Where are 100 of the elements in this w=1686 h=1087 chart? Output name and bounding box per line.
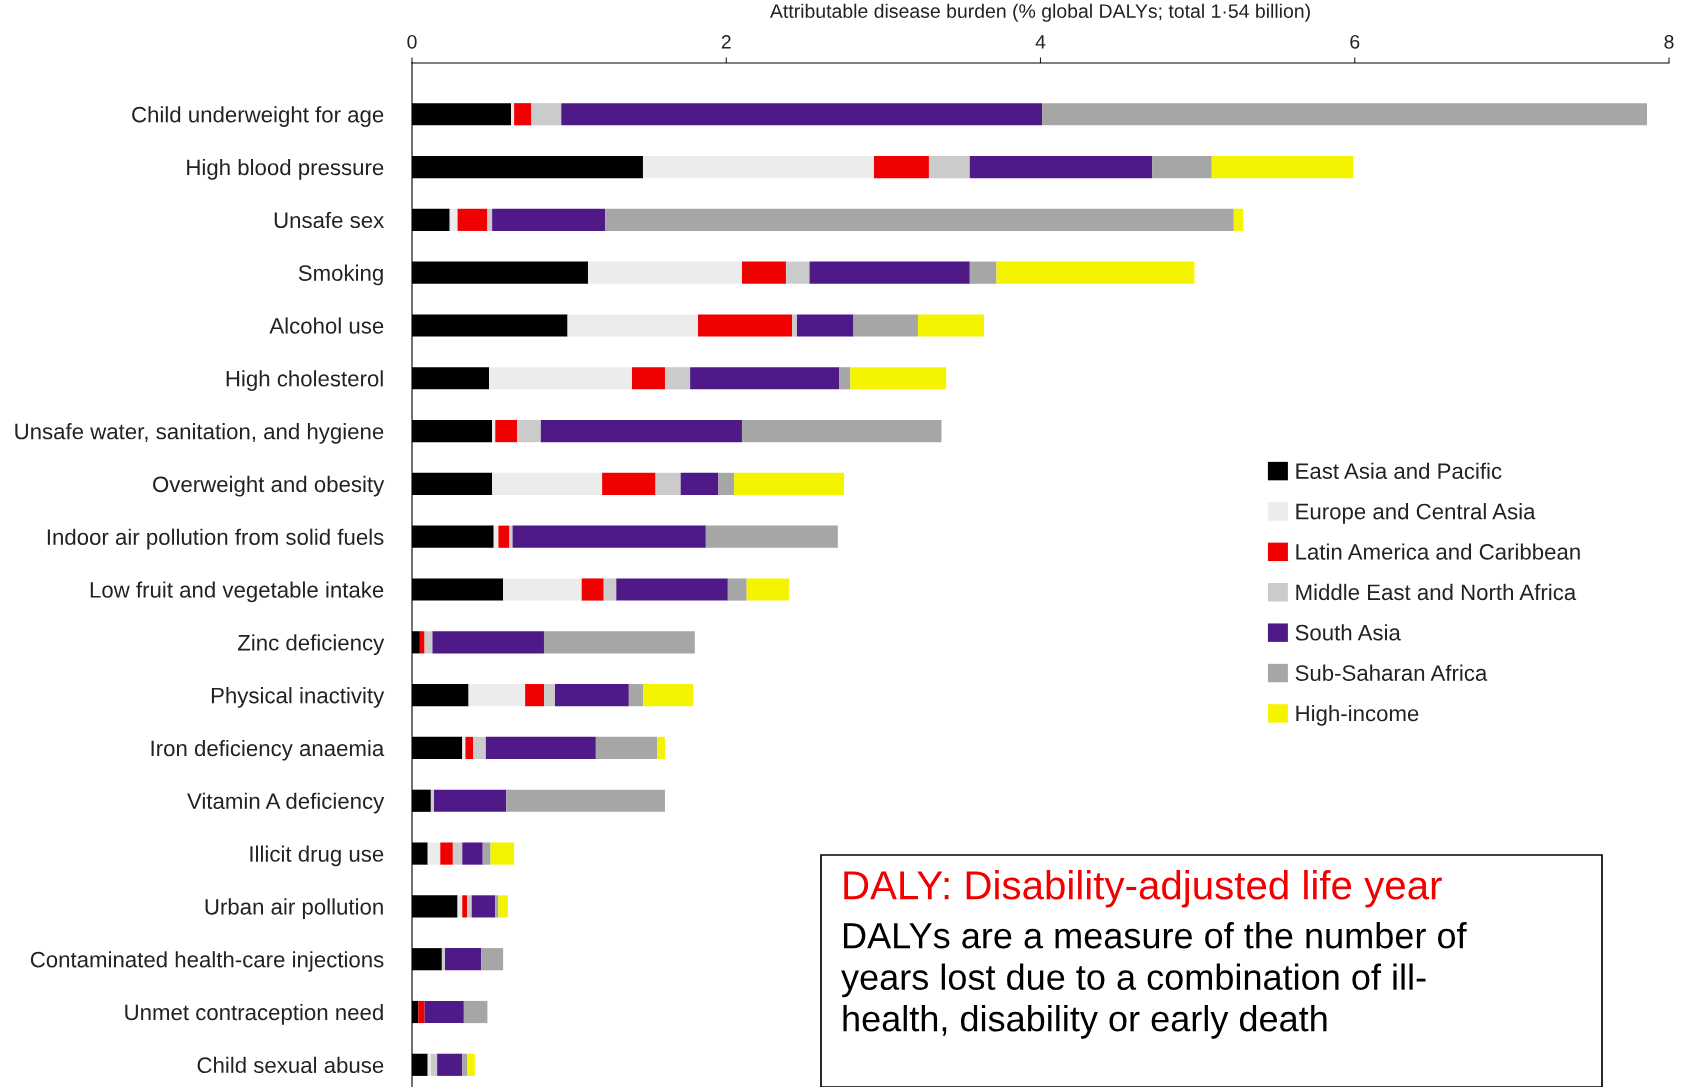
bar	[680, 472, 719, 495]
y-tick-label: Illicit drug use	[250, 845, 384, 867]
bar	[509, 525, 513, 548]
bar	[628, 684, 643, 707]
bar	[466, 1053, 475, 1076]
bar	[567, 314, 698, 337]
bar	[449, 208, 458, 231]
bar	[642, 155, 874, 179]
bar	[705, 525, 838, 548]
bar	[510, 103, 515, 126]
annotation: DALY: Disability-adjusted life year	[844, 870, 1442, 908]
y-tick-label: Smoking	[298, 264, 383, 286]
bar	[490, 842, 515, 865]
legend-label: Middle East and North Africa	[1296, 583, 1577, 601]
annotation: DALYs are a measure of the number of years lost due to a combination of ill- health, disability or early death	[841, 922, 1467, 1039]
bar	[792, 314, 797, 337]
bar	[485, 736, 596, 760]
bar	[741, 261, 786, 284]
bar	[839, 367, 851, 390]
bar	[465, 736, 474, 760]
bar	[462, 1053, 467, 1076]
y-tick-label: Unsafe water, sanitation, and hygiene	[15, 423, 384, 444]
bar	[655, 472, 681, 495]
x-tick-label: 0	[407, 34, 417, 49]
bar	[495, 895, 499, 918]
bar	[602, 472, 656, 495]
bar	[463, 1000, 488, 1024]
y-tick-label: Indoor air pollution from solid fuels	[47, 528, 384, 550]
legend-label: Sub-Saharan Africa	[1295, 664, 1488, 681]
y-tick-label: Child underweight for age	[132, 106, 384, 127]
bar	[746, 578, 790, 601]
bar	[445, 948, 482, 971]
bar	[462, 895, 467, 918]
bar	[718, 472, 735, 495]
bar	[473, 736, 486, 760]
bar	[492, 208, 606, 231]
legend-label: South Asia	[1295, 624, 1401, 641]
bar	[462, 842, 483, 865]
bar	[498, 525, 510, 548]
bar	[487, 208, 493, 231]
bar	[1233, 208, 1244, 231]
bar	[543, 631, 695, 654]
bar	[809, 261, 970, 284]
bar	[631, 367, 665, 390]
y-tick-label: Contaminated health-care injections	[30, 951, 384, 972]
bar	[595, 736, 658, 760]
bar	[495, 420, 518, 443]
bar	[434, 789, 507, 812]
y-tick-label: Overweight and obesity	[153, 475, 385, 497]
y-tick-label: High blood pressure	[187, 158, 384, 180]
bar	[690, 367, 840, 390]
legend-label: East Asia and Pacific	[1296, 462, 1502, 479]
bar	[418, 1000, 425, 1024]
x-tick-label: 8	[1664, 34, 1674, 49]
bar	[1042, 103, 1647, 126]
bar	[503, 578, 582, 601]
bar	[512, 525, 706, 548]
bar	[642, 684, 694, 707]
bar	[697, 314, 793, 337]
bar	[917, 314, 984, 337]
bar	[430, 789, 434, 812]
bar	[1152, 155, 1212, 179]
bar	[853, 314, 918, 337]
bar	[481, 948, 504, 971]
bar	[603, 578, 617, 601]
bar	[796, 314, 854, 337]
bar	[969, 155, 1153, 179]
bar	[488, 367, 632, 390]
bar	[427, 1053, 431, 1076]
bar	[506, 789, 665, 812]
bar	[873, 155, 929, 179]
bar	[1211, 155, 1354, 179]
bar	[471, 895, 496, 918]
legend-label: Europe and Central Asia	[1296, 503, 1536, 524]
bar	[727, 578, 747, 601]
bar	[996, 261, 1195, 284]
bar	[468, 684, 526, 707]
bar	[432, 631, 544, 654]
bar	[514, 103, 532, 126]
x-tick-label: 2	[721, 34, 731, 49]
bar	[657, 736, 665, 760]
y-tick-label: Unmet contraception need	[125, 1003, 383, 1025]
bar	[664, 367, 691, 390]
bar	[517, 420, 541, 443]
bar	[581, 578, 604, 601]
bar	[441, 948, 445, 971]
bar	[430, 1053, 438, 1076]
x-tick-label: 4	[1035, 35, 1046, 49]
bar	[424, 1000, 464, 1024]
bar	[587, 261, 742, 284]
bar	[462, 736, 466, 760]
x-tick-label: 6	[1350, 34, 1360, 49]
bar	[605, 208, 1234, 231]
y-tick-label: Low fruit and vegetable intake	[90, 581, 384, 603]
y-tick-label: High cholesterol	[226, 370, 383, 391]
bar	[498, 895, 508, 918]
bar	[482, 842, 491, 865]
bar	[525, 684, 544, 707]
bar	[741, 420, 942, 443]
bar	[437, 1053, 463, 1076]
